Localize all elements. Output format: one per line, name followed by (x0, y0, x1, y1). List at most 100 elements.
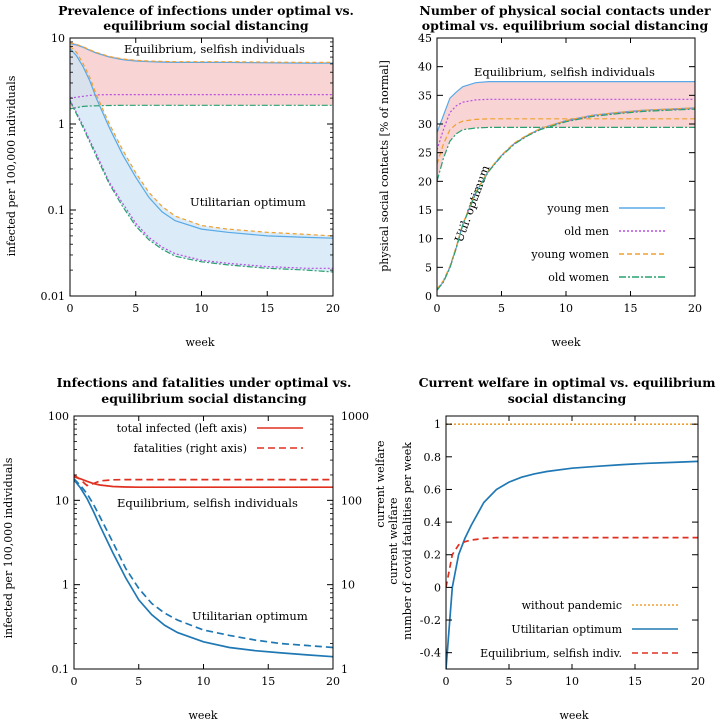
p3-series-line-3 (74, 478, 333, 649)
p3-legend-label: fatalities (right axis) (133, 442, 247, 455)
p3-xtick-label: 20 (326, 675, 340, 688)
p1-ytick-label: 10 (51, 32, 65, 45)
p3-title-line1: Infections and fatalities under optimal … (57, 375, 352, 390)
p2-ytick-label: 10 (418, 233, 432, 246)
p1-ytick-label: 0.01 (41, 290, 66, 303)
p2-ytick-label: 5 (425, 261, 432, 274)
p1-ylabel: infected per 100,000 individuals (5, 75, 18, 256)
p4-xlabel: week (559, 709, 588, 722)
p4-ylabel-line1: current welfare (387, 497, 400, 584)
p4-ytick-label: 0.8 (424, 451, 442, 464)
p3-annotation-optimum: Utilitarian optimum (192, 609, 308, 623)
p3-ytick-right-label: 1000 (341, 410, 369, 423)
p1-band-0 (70, 41, 333, 109)
p2-ytick-label: 45 (418, 32, 432, 45)
p3-annotation-equilibrium: Equilibrium, selfish individuals (117, 496, 298, 510)
p1-series-line-2 (70, 42, 333, 63)
p4-xtick-label: 20 (691, 675, 705, 688)
p3-plot: 0 5 10 15 20 0.1 1 10 100 1 10 100 1000 total infecte… (48, 410, 369, 688)
p1-ytick-label: 0.1 (48, 204, 66, 217)
p1-plot: 0 5 10 15 20 0.01 0.1 1 10 (41, 32, 341, 315)
p2-title-line1: Number of physical social contacts under (419, 3, 711, 18)
p1-data-layer (70, 41, 333, 273)
p2-ytick-label: 15 (418, 204, 432, 217)
p4-ytick-label: 0.2 (424, 549, 442, 562)
p4-legend: without pandemic Utilitarian optimum Equil… (480, 599, 678, 660)
p4-ylabel-line2: number of covid fatalities per week (401, 442, 414, 640)
p2-ytick-label: 35 (418, 89, 432, 102)
p2-ytick-label: 40 (418, 61, 432, 74)
p1-band-1 (70, 46, 333, 272)
p1-xtick-label: 20 (326, 302, 340, 315)
p1-series-line-1 (70, 94, 333, 99)
p2-ytick-label: 30 (418, 118, 432, 131)
p3-xtick-label: 10 (197, 675, 211, 688)
p3-xtick-label: 5 (135, 675, 142, 688)
p1-ytick-label: 1 (58, 118, 65, 131)
p3-ytick-right-label: 10 (341, 579, 355, 592)
p2-title-line2: optimal vs. equilibrium social distancin… (422, 18, 709, 33)
p2-legend: young men old men young women old women (530, 202, 665, 284)
p3-ytick-label: 10 (55, 494, 69, 507)
p2-annotation-equilibrium: Equilibrium, selfish individuals (474, 65, 655, 79)
p2-series-line-2 (437, 118, 695, 165)
p4-title-line1: Current welfare in optimal vs. equilibri… (419, 375, 716, 390)
p3-series-line-0 (74, 475, 333, 489)
p1-series-line-6 (70, 45, 333, 237)
panel-contacts: Number of physical social contacts under… (378, 3, 711, 349)
p4-xtick-label: 0 (443, 675, 450, 688)
p4-ytick-label: 0.4 (424, 516, 442, 529)
panel-welfare: Current welfare in optimal vs. equilibri… (387, 375, 715, 722)
p4-legend-label: without pandemic (522, 599, 622, 612)
p2-series-line-0 (437, 81, 695, 133)
p4-ytick-label: 0 (434, 581, 441, 594)
p4-series-line-2 (446, 536, 698, 588)
p3-ytick-label: 0.1 (52, 663, 70, 676)
p3-xtick-label: 15 (261, 675, 275, 688)
p2-ylabel: physical social contacts [% of normal] (378, 60, 391, 272)
p3-series-line-1 (74, 474, 333, 487)
p3-ylabel: infected per 100,000 individuals (2, 457, 15, 638)
p4-xtick-label: 15 (628, 675, 642, 688)
p2-legend-label: old men (564, 225, 609, 238)
p1-xtick-label: 5 (132, 302, 139, 315)
p2-series-line-7 (437, 108, 695, 291)
p1-xtick-label: 15 (260, 302, 274, 315)
p1-annotation-optimum: Utilitarian optimum (190, 195, 306, 209)
p1-xtick-label: 0 (67, 302, 74, 315)
p2-series-line-3 (437, 126, 695, 182)
p2-ytick-label: 0 (425, 290, 432, 303)
p4-legend-label: Utilitarian optimum (511, 623, 622, 636)
p3-title-line2: equilibrium social distancing (101, 391, 307, 406)
p4-data-layer (446, 423, 698, 669)
p1-series-line-4 (70, 48, 333, 239)
p3-legend-label: total infected (left axis) (117, 422, 247, 435)
p2-ytick-label: 25 (418, 147, 432, 160)
p1-series-line-5 (70, 99, 333, 269)
p4-ytick-label: 1 (434, 418, 441, 431)
p4-legend-label: Equilibrium, selfish indiv. (480, 647, 622, 660)
p3-ytick-right-label: 1 (341, 663, 348, 676)
p2-legend-label: old women (548, 271, 609, 284)
p1-title-line1: Prevalence of infections under optimal v… (58, 3, 354, 18)
panel-infections-fatalities: Infections and fatalities under optimal … (2, 375, 387, 722)
p1-xlabel: week (185, 336, 214, 349)
p2-series-line-1 (437, 98, 695, 150)
p3-ylabel-right: current welfare (374, 440, 387, 527)
p3-ytick-label: 100 (48, 410, 69, 423)
p1-title-line2: equilibrium social distancing (103, 18, 309, 33)
p2-xtick-label: 20 (688, 302, 702, 315)
p2-xtick-label: 10 (559, 302, 573, 315)
p4-xtick-label: 5 (506, 675, 513, 688)
p4-ytick-label: 0.6 (424, 483, 442, 496)
p4-ytick-label: -0.4 (420, 647, 441, 660)
p3-xlabel: week (188, 709, 217, 722)
p3-xtick-label: 0 (71, 675, 78, 688)
p2-data-layer (437, 81, 695, 291)
panel-prevalence: Prevalence of infections under optimal v… (5, 3, 354, 349)
p2-legend-label: young women (530, 248, 609, 261)
p2-xtick-label: 0 (434, 302, 441, 315)
p2-xtick-label: 5 (498, 302, 505, 315)
p2-plot: 0 5 10 15 20 0 5 10 15 20 25 30 35 40 45 young men old m… (418, 32, 702, 315)
